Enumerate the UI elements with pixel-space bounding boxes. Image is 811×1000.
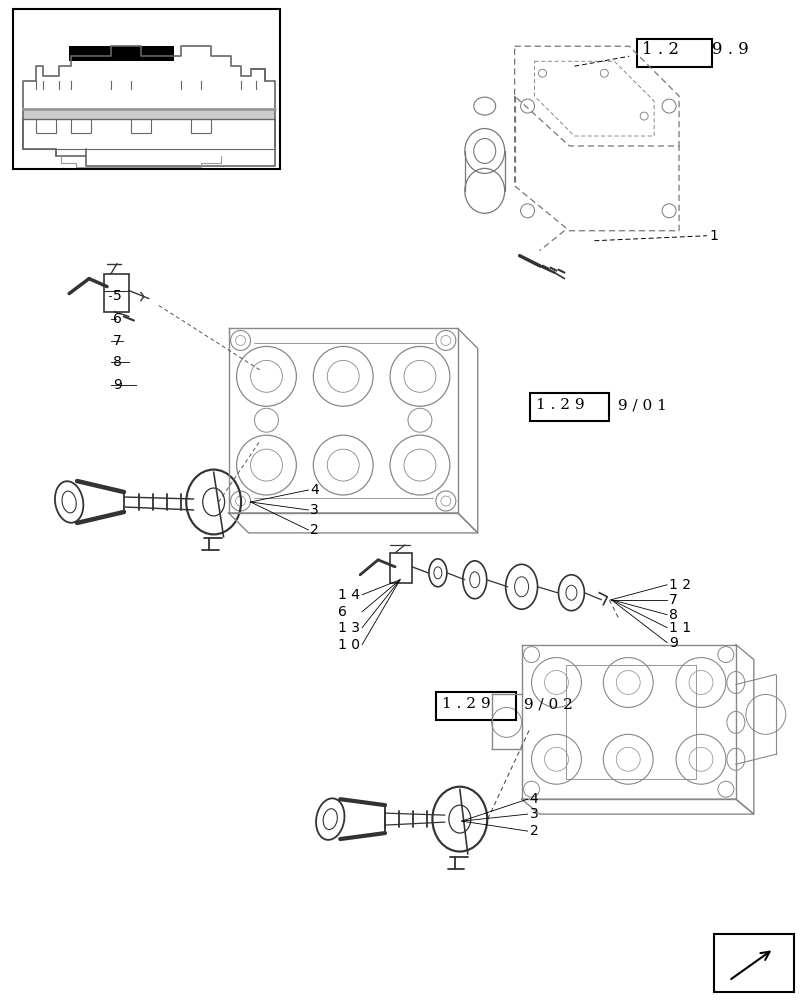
Bar xyxy=(566,665,695,779)
Bar xyxy=(24,109,275,119)
Text: 8: 8 xyxy=(668,608,677,622)
Text: 1 1: 1 1 xyxy=(668,621,690,635)
Text: 8: 8 xyxy=(113,355,122,369)
Text: 7: 7 xyxy=(668,593,677,607)
Bar xyxy=(69,46,174,61)
Text: 1: 1 xyxy=(708,229,717,243)
Text: 1 . 2 9: 1 . 2 9 xyxy=(535,398,583,412)
Text: 4: 4 xyxy=(529,792,538,806)
Text: 3: 3 xyxy=(529,807,538,821)
Bar xyxy=(13,9,280,169)
Text: 2: 2 xyxy=(310,523,319,537)
Text: 9: 9 xyxy=(668,636,677,650)
Bar xyxy=(436,692,515,720)
Text: 1 0: 1 0 xyxy=(338,638,360,652)
Text: 9: 9 xyxy=(113,378,122,392)
Text: 3: 3 xyxy=(310,503,319,517)
Text: 9 . 9: 9 . 9 xyxy=(711,41,748,58)
Text: 9 / 0 2: 9 / 0 2 xyxy=(518,697,572,711)
Text: 6: 6 xyxy=(113,312,122,326)
Bar xyxy=(389,553,411,583)
Text: 2: 2 xyxy=(529,824,538,838)
Text: 1 4: 1 4 xyxy=(338,588,360,602)
Text: 4: 4 xyxy=(310,483,319,497)
Text: 1 . 2 9: 1 . 2 9 xyxy=(441,697,490,711)
Bar xyxy=(529,393,608,421)
Bar xyxy=(713,934,792,992)
Text: 1 . 2: 1 . 2 xyxy=(642,41,678,58)
Text: 5: 5 xyxy=(113,289,122,303)
Bar xyxy=(104,274,129,312)
Text: 9 / 0 1: 9 / 0 1 xyxy=(612,398,667,412)
Text: 1 3: 1 3 xyxy=(338,621,360,635)
Text: 7: 7 xyxy=(113,334,122,348)
Text: 6: 6 xyxy=(338,605,346,619)
Bar xyxy=(637,39,711,67)
Text: 1 2: 1 2 xyxy=(668,578,690,592)
